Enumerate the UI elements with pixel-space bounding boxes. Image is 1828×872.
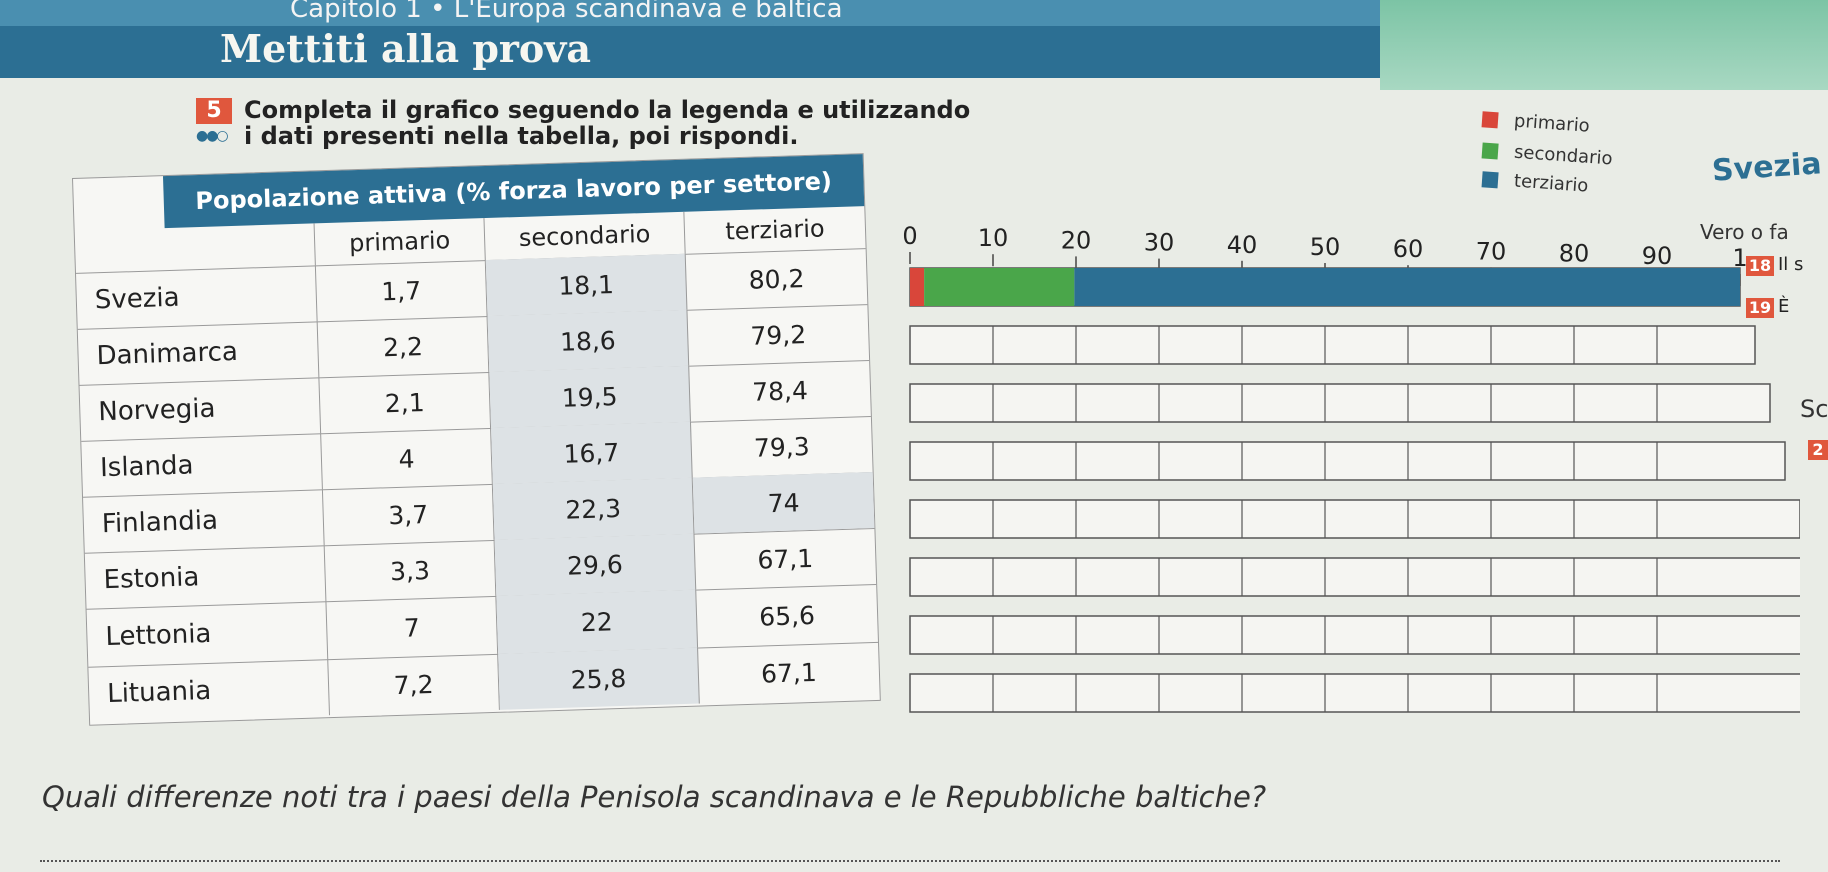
section-bar: [0, 26, 1380, 78]
table-header-cell: secondario: [484, 211, 686, 261]
value-cell: 22: [496, 589, 699, 654]
table-header-cell: [74, 223, 316, 273]
value-cell: 7,2: [328, 653, 500, 716]
country-cell: Danimarca: [77, 321, 320, 385]
chart-row-frame: [909, 441, 1786, 481]
chart-row-frame: [909, 615, 1800, 655]
x-tick-label: 30: [1144, 229, 1175, 257]
side-country-label: Svezia: [1710, 146, 1823, 189]
x-tick-label: 1: [1732, 244, 1747, 272]
side-section-heading: Sc: [1800, 395, 1828, 423]
item-2-badge: 2: [1808, 440, 1828, 460]
bar-primario: [910, 268, 925, 306]
x-tick-label: 0: [902, 222, 917, 250]
question-text: Quali differenze noti tra i paesi della …: [42, 780, 1267, 814]
x-tick-label: 70: [1476, 237, 1507, 265]
value-cell: 79,2: [749, 319, 807, 351]
value-cell: 65,6: [758, 600, 816, 632]
value-cell: 3,7: [322, 483, 495, 546]
section-title: Mettiti alla prova: [220, 26, 591, 71]
country-cell: Lituania: [88, 659, 330, 723]
country-cell: Svezia: [75, 265, 318, 329]
value-cell: 7: [326, 595, 499, 660]
country-cell: Norvegia: [79, 377, 322, 441]
value-cell: 74: [692, 471, 875, 534]
x-tick-label: 60: [1393, 235, 1424, 263]
legend-label: primario: [1513, 110, 1591, 137]
legend-label: terziario: [1513, 170, 1590, 197]
legend-item-secondario: secondario: [1481, 139, 1614, 170]
stacked-bar-chart: 0 10 20 30 40 50 60 70 80 90 1: [902, 222, 1800, 713]
value-cell: 18,1: [485, 253, 688, 317]
legend-item-terziario: terziario: [1481, 168, 1590, 197]
legend-item-primario: primario: [1481, 108, 1591, 137]
value-cell: 4: [321, 427, 493, 490]
value-cell: 22,3: [492, 477, 695, 540]
true-false-heading: Vero o fa: [1700, 220, 1789, 244]
table-header-cell: primario: [314, 218, 486, 266]
country-cell: Estonia: [84, 545, 327, 609]
x-tick-label: 80: [1559, 240, 1590, 268]
answer-line[interactable]: [40, 860, 1780, 862]
difficulty-dots: ●●○: [196, 128, 229, 144]
x-tick-label: 10: [978, 224, 1009, 252]
chart-row-frame: [909, 673, 1800, 713]
x-tick-label: 40: [1227, 231, 1258, 259]
value-cell: 3,3: [324, 539, 497, 602]
value-cell: 67,1: [757, 543, 814, 575]
exercise-instruction-line1: Completa il grafico seguendo la legenda …: [244, 96, 971, 124]
country-cell: Finlandia: [83, 489, 325, 553]
legend-swatch: [1481, 110, 1499, 128]
value-cell: 16,7: [491, 421, 693, 484]
value-cell: 78,4: [751, 375, 809, 407]
country-cell: Islanda: [81, 433, 323, 497]
value-cell: 25,8: [498, 647, 700, 710]
country-cell: Lettonia: [86, 601, 329, 667]
legend-swatch: [1481, 141, 1499, 160]
x-tick-label: 20: [1061, 226, 1092, 254]
table-header-cell: terziario: [724, 214, 826, 246]
data-table: Popolazione attiva (% forza lavoro per s…: [72, 153, 881, 726]
x-tick-label: 50: [1310, 233, 1341, 261]
exercise-number: 5: [196, 98, 232, 124]
item-19-text: È: [1778, 296, 1790, 317]
item-18-badge: 18: [1746, 256, 1774, 276]
chart-row-frame: [909, 499, 1800, 539]
value-cell: 67,1: [760, 657, 818, 689]
chapter-bar: [0, 0, 1380, 30]
value-cell: 2,1: [319, 371, 492, 434]
value-cell: 19,5: [489, 365, 691, 428]
chart-row-frame: [909, 557, 1800, 597]
chart-row-frame: [909, 325, 1756, 365]
bar-secondario: [924, 268, 1075, 306]
value-cell: 2,2: [317, 316, 490, 378]
item-18-text: Il s: [1778, 254, 1804, 275]
chart-row-frame: [909, 383, 1771, 423]
value-cell: 1,7: [315, 260, 488, 322]
x-tick-label: 90: [1642, 242, 1673, 270]
chapter-title: Capitolo 1 • L'Europa scandinava e balti…: [290, 0, 843, 24]
value-cell: 29,6: [494, 533, 697, 596]
header-decoration-right: [1380, 0, 1828, 90]
value-cell: 79,3: [753, 431, 811, 463]
bar-terziario: [1074, 268, 1740, 306]
legend-swatch: [1481, 170, 1499, 188]
exercise-instruction-line2: i dati presenti nella tabella, poi rispo…: [244, 122, 799, 150]
item-19-badge: 19: [1746, 298, 1774, 318]
value-cell: 80,2: [748, 263, 805, 295]
legend-label: secondario: [1513, 141, 1614, 170]
value-cell: 18,6: [487, 309, 690, 372]
